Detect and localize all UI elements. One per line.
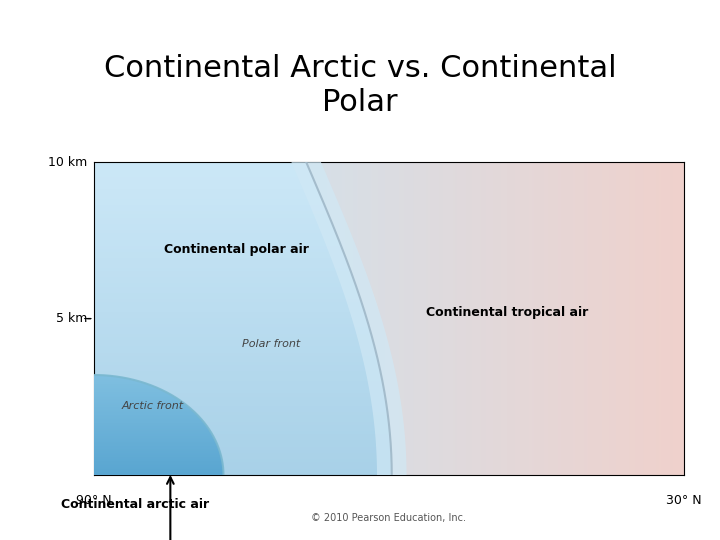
Text: Arctic front: Arctic front: [122, 401, 184, 411]
Text: Polar front: Polar front: [242, 339, 300, 349]
Text: Continental arctic air: Continental arctic air: [61, 498, 210, 511]
Text: 30° N: 30° N: [666, 494, 702, 507]
Text: 90° N: 90° N: [76, 494, 112, 507]
Text: Continental polar air: Continental polar air: [164, 243, 310, 256]
Polygon shape: [292, 162, 407, 475]
Text: © 2010 Pearson Education, Inc.: © 2010 Pearson Education, Inc.: [311, 513, 467, 523]
Text: Continental Arctic vs. Continental
Polar: Continental Arctic vs. Continental Polar: [104, 54, 616, 117]
Text: Continental tropical air: Continental tropical air: [426, 306, 588, 319]
Text: 5 km: 5 km: [56, 312, 88, 325]
Text: 10 km: 10 km: [48, 156, 88, 168]
